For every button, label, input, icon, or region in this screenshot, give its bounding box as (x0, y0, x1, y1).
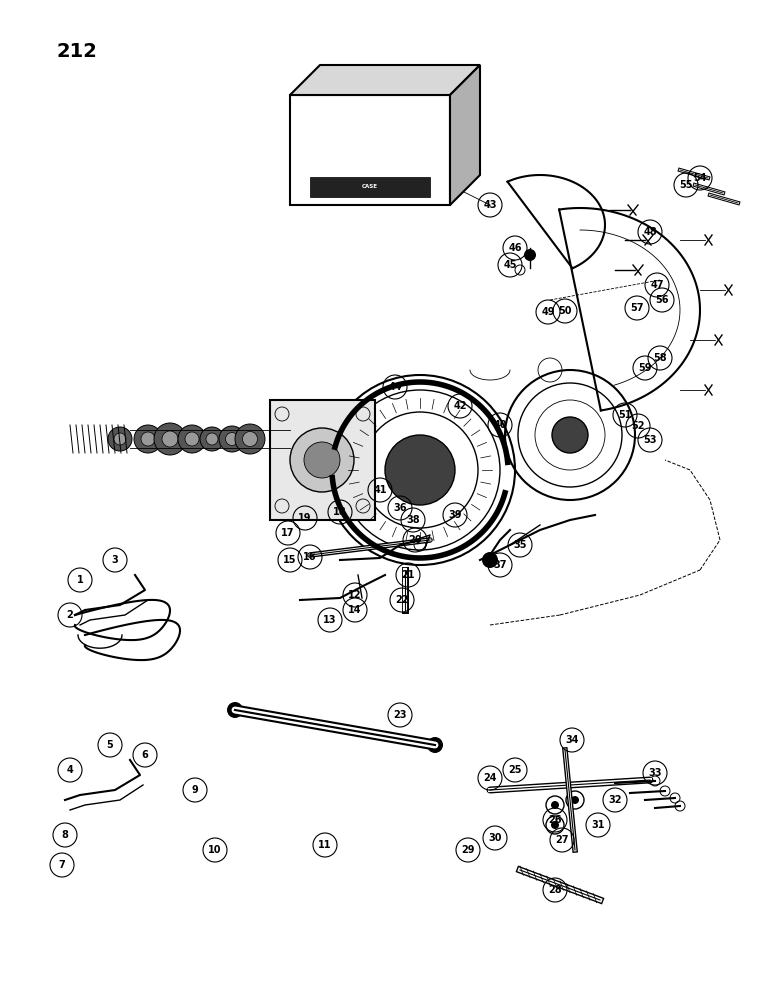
Text: 14: 14 (348, 605, 362, 615)
Text: 53: 53 (644, 435, 657, 445)
Text: 34: 34 (566, 735, 579, 745)
Text: 21: 21 (401, 570, 415, 580)
Bar (270, 400, 375, 520)
Circle shape (108, 427, 132, 451)
Text: 35: 35 (513, 540, 526, 550)
Text: 52: 52 (631, 421, 645, 431)
Circle shape (206, 433, 218, 445)
Text: 42: 42 (453, 401, 466, 411)
Circle shape (571, 796, 579, 804)
Polygon shape (310, 177, 430, 197)
Text: 36: 36 (393, 503, 406, 513)
Text: 4: 4 (66, 765, 73, 775)
Circle shape (114, 433, 126, 445)
Text: 25: 25 (509, 765, 522, 775)
Text: 59: 59 (638, 363, 652, 373)
Text: 57: 57 (630, 303, 643, 313)
Circle shape (427, 737, 443, 753)
Circle shape (524, 249, 536, 261)
Text: 3: 3 (112, 555, 119, 565)
Text: 12: 12 (348, 590, 362, 600)
Text: 11: 11 (318, 840, 331, 850)
Text: 43: 43 (484, 200, 497, 210)
Text: 7: 7 (58, 860, 66, 870)
Text: 45: 45 (503, 260, 516, 270)
Text: 39: 39 (448, 510, 462, 520)
Text: 56: 56 (655, 295, 668, 305)
Text: 47: 47 (651, 280, 664, 290)
Text: 55: 55 (679, 180, 693, 190)
Text: 28: 28 (548, 885, 562, 895)
Text: 32: 32 (608, 795, 622, 805)
Circle shape (385, 435, 455, 505)
Text: 20: 20 (408, 535, 422, 545)
Polygon shape (290, 65, 480, 95)
Text: 54: 54 (693, 173, 707, 183)
Text: 13: 13 (323, 615, 337, 625)
Text: 41: 41 (374, 485, 387, 495)
Circle shape (185, 432, 199, 446)
Text: 50: 50 (558, 306, 572, 316)
Text: 30: 30 (488, 833, 502, 843)
Text: 49: 49 (541, 307, 555, 317)
Text: 27: 27 (555, 835, 569, 845)
Text: 1: 1 (76, 575, 83, 585)
Circle shape (178, 425, 206, 453)
Text: 18: 18 (333, 507, 347, 517)
Text: 15: 15 (283, 555, 296, 565)
Text: 37: 37 (493, 560, 507, 570)
Text: 29: 29 (461, 845, 475, 855)
Text: 48: 48 (644, 227, 657, 237)
Text: 16: 16 (303, 552, 317, 562)
Circle shape (552, 417, 588, 453)
Text: 23: 23 (393, 710, 406, 720)
Text: 31: 31 (591, 820, 604, 830)
Text: 10: 10 (208, 845, 222, 855)
Circle shape (551, 821, 559, 829)
Text: 38: 38 (406, 515, 420, 525)
Polygon shape (559, 208, 700, 410)
Polygon shape (450, 65, 480, 205)
Circle shape (154, 423, 186, 455)
Circle shape (551, 801, 559, 809)
Circle shape (134, 425, 162, 453)
Text: CASE: CASE (362, 184, 378, 190)
Text: 33: 33 (648, 768, 661, 778)
Circle shape (235, 424, 265, 454)
Text: 58: 58 (653, 353, 667, 363)
Circle shape (219, 426, 245, 452)
Text: 46: 46 (509, 243, 522, 253)
Text: 8: 8 (62, 830, 69, 840)
Text: 19: 19 (298, 513, 312, 523)
Circle shape (227, 702, 243, 718)
Text: 5: 5 (107, 740, 113, 750)
Circle shape (141, 432, 155, 446)
Text: 51: 51 (619, 410, 632, 420)
Circle shape (243, 432, 257, 446)
Text: 26: 26 (548, 815, 562, 825)
Circle shape (482, 552, 498, 568)
Text: 212: 212 (57, 42, 98, 61)
Text: 40: 40 (493, 420, 507, 430)
Circle shape (200, 427, 224, 451)
Circle shape (162, 431, 178, 447)
Text: 22: 22 (395, 595, 409, 605)
Circle shape (304, 442, 340, 478)
Text: 6: 6 (142, 750, 148, 760)
Text: 24: 24 (484, 773, 497, 783)
Text: 9: 9 (192, 785, 198, 795)
Circle shape (225, 432, 239, 446)
Circle shape (290, 428, 354, 492)
Text: 44: 44 (388, 382, 402, 392)
Text: 2: 2 (66, 610, 73, 620)
Text: 17: 17 (282, 528, 295, 538)
